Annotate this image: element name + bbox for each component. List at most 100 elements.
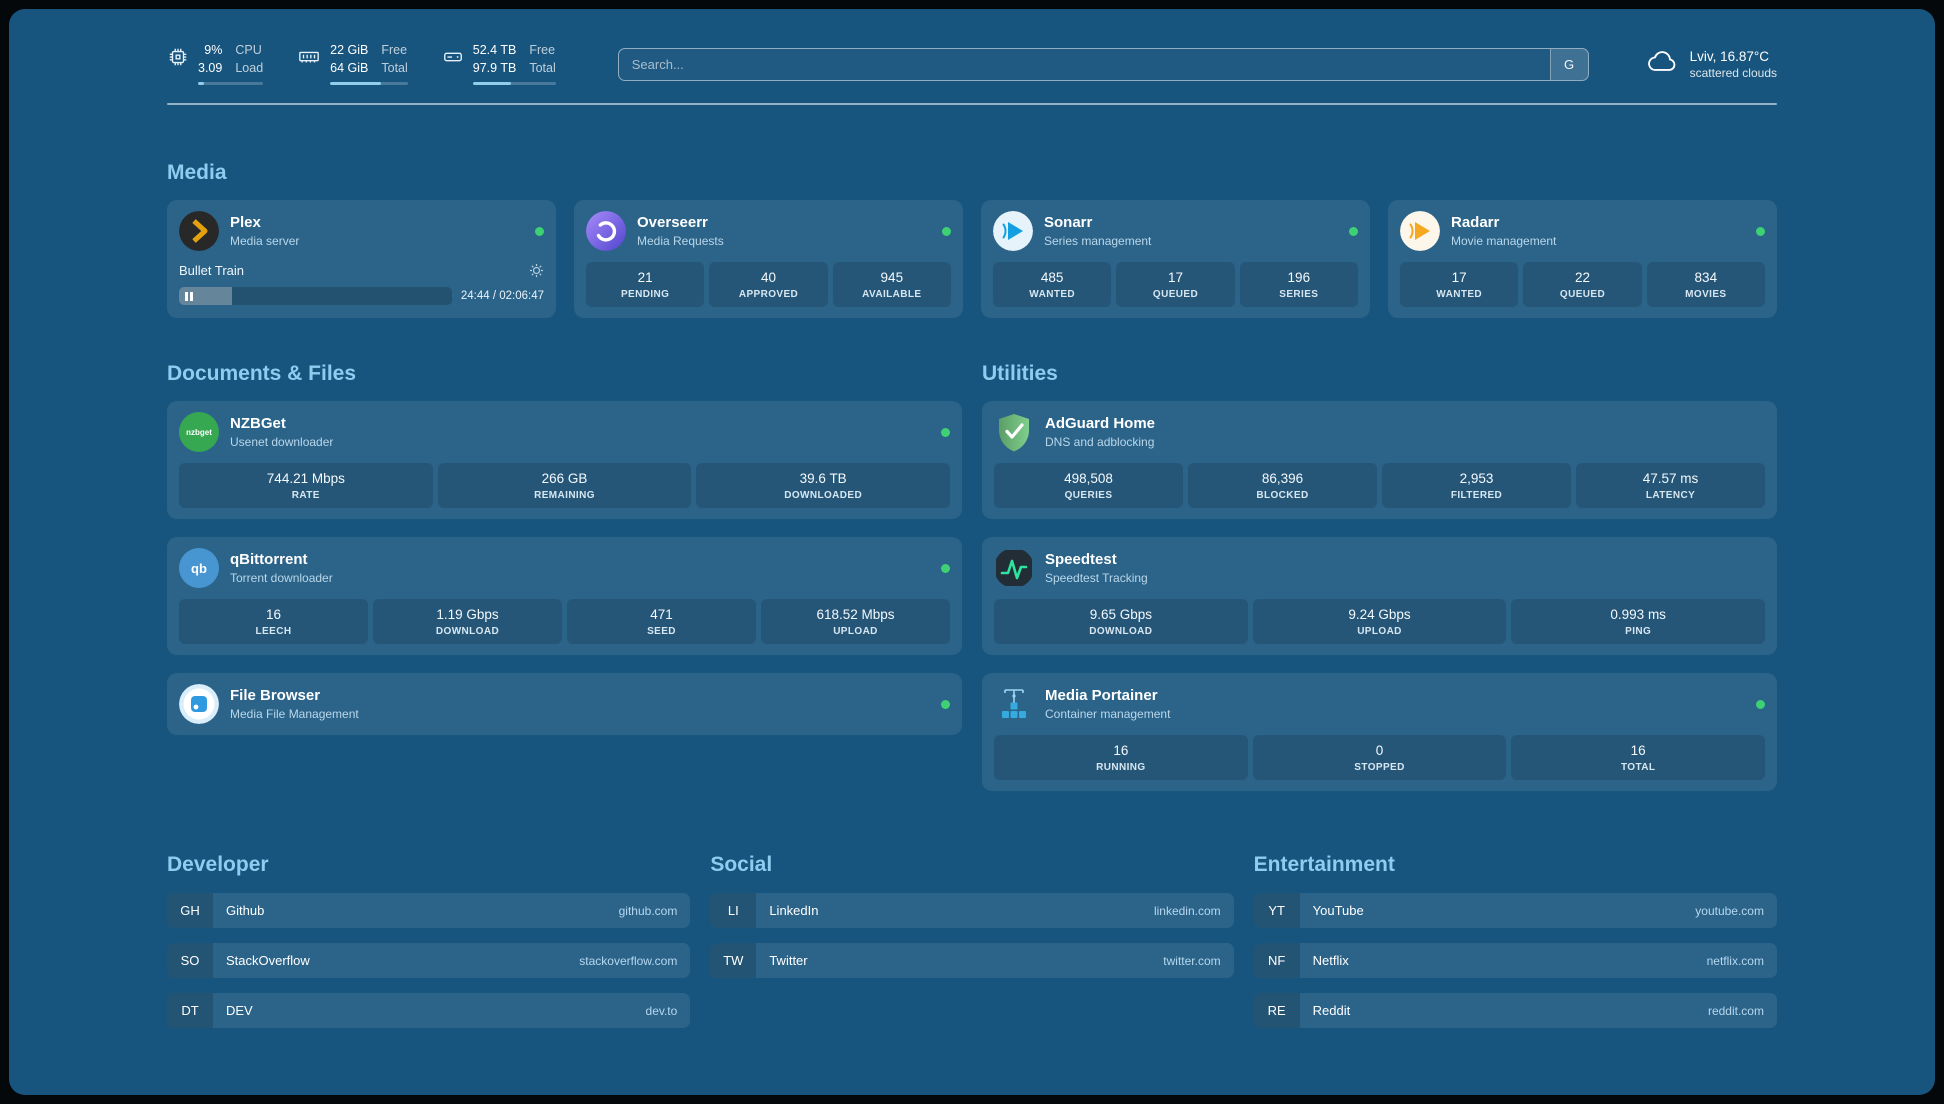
status-dot bbox=[1349, 226, 1358, 236]
status-dot bbox=[1756, 699, 1765, 709]
memory-progress-track bbox=[330, 82, 408, 85]
weather-widget[interactable]: Lviv, 16.87°C scattered clouds bbox=[1647, 49, 1777, 80]
stat-tile: 16 TOTAL bbox=[1511, 735, 1766, 780]
bookmark-reddit[interactable]: RE Reddit reddit.com bbox=[1253, 993, 1777, 1028]
cpu-widget: 9% 3.09 CPU Load bbox=[167, 43, 264, 85]
filebrowser-card: File Browser Media File Management bbox=[167, 673, 962, 735]
service-name: NZBGet bbox=[230, 415, 286, 432]
pause-icon[interactable] bbox=[185, 287, 193, 305]
filebrowser-icon bbox=[179, 684, 219, 724]
playback-time: 24:44 / 02:06:47 bbox=[460, 290, 544, 302]
bookmark-domain: stackoverflow.com bbox=[579, 953, 678, 968]
bookmark-name: Netflix bbox=[1312, 953, 1349, 968]
bookmark-abbr: NF bbox=[1253, 943, 1300, 978]
disk-free-value: 52.4 TB bbox=[472, 43, 517, 57]
stat-tile: 9.65 Gbps DOWNLOAD bbox=[994, 599, 1248, 644]
now-playing-title: Bullet Train bbox=[179, 263, 245, 278]
cloud-icon bbox=[1647, 50, 1679, 78]
bookmark-name: DEV bbox=[226, 1003, 253, 1018]
search-input[interactable] bbox=[618, 48, 1550, 80]
qbittorrent-card: qb qBittorrent Torrent downloader 16 LEE… bbox=[167, 537, 962, 655]
overseerr-link[interactable]: Overseerr Media Requests bbox=[586, 211, 951, 251]
bookmark-youtube[interactable]: YT YouTube youtube.com bbox=[1253, 893, 1777, 928]
disk-widget-body: 52.4 TB 97.9 TB Free Total bbox=[472, 43, 556, 85]
bookmark-abbr: GH bbox=[167, 893, 213, 928]
playback-row: 24:44 / 02:06:47 bbox=[179, 287, 544, 305]
plex-link[interactable]: Plex Media server bbox=[179, 211, 544, 251]
sonarr-link[interactable]: Sonarr Series management bbox=[993, 211, 1358, 251]
media-grid: Plex Media server Bullet Train bbox=[167, 200, 1777, 318]
service-name: AdGuard Home bbox=[1045, 415, 1156, 432]
service-name: Media Portainer bbox=[1045, 687, 1158, 704]
stat-tile: 618.52 Mbps UPLOAD bbox=[761, 599, 950, 644]
nzbget-card: nzbget NZBGet Usenet downloader 744.21 M… bbox=[167, 401, 962, 519]
status-dot bbox=[941, 427, 950, 437]
service-subtitle: Media server bbox=[230, 234, 300, 248]
speedtest-icon bbox=[994, 548, 1034, 588]
stat-tile: 266 GB REMAINING bbox=[437, 463, 692, 508]
bookmark-abbr: TW bbox=[710, 943, 757, 978]
speedtest-link[interactable]: Speedtest Speedtest Tracking bbox=[994, 548, 1765, 588]
dashboard-content: 9% 3.09 CPU Load bbox=[9, 9, 1935, 1095]
bookmark-name: Twitter bbox=[769, 953, 808, 968]
bookmark-group-entertainment: Entertainment YT YouTube youtube.com NF … bbox=[1253, 853, 1777, 1028]
bookmark-group-social: Social LI LinkedIn linkedin.com TW Twitt… bbox=[710, 853, 1234, 1028]
topbar: 9% 3.09 CPU Load bbox=[167, 43, 1777, 85]
bookmark-twitter[interactable]: TW Twitter twitter.com bbox=[710, 943, 1234, 978]
stat-tile: 16 LEECH bbox=[179, 599, 368, 644]
disk-progress-track bbox=[472, 82, 556, 85]
radarr-link[interactable]: Radarr Movie management bbox=[1400, 211, 1765, 251]
service-subtitle: Series management bbox=[1044, 234, 1152, 248]
search-provider-button[interactable]: G bbox=[1549, 48, 1588, 80]
search-bar: G bbox=[617, 47, 1589, 81]
gear-icon[interactable] bbox=[529, 263, 544, 278]
stats-row: 485 WANTED 17 QUEUED 196 SERIES bbox=[993, 251, 1358, 307]
adguard-card: AdGuard Home DNS and adblocking 498,508 … bbox=[982, 401, 1777, 519]
adguard-link[interactable]: AdGuard Home DNS and adblocking bbox=[994, 412, 1765, 452]
bookmark-linkedin[interactable]: LI LinkedIn linkedin.com bbox=[710, 893, 1234, 928]
radarr-card: Radarr Movie management 17 WANTED 22 QUE… bbox=[1388, 200, 1777, 318]
memory-total-value: 64 GiB bbox=[330, 61, 369, 75]
bookmark-abbr: YT bbox=[1253, 893, 1300, 928]
portainer-link[interactable]: Media Portainer Container management bbox=[994, 684, 1765, 724]
bookmark-abbr: RE bbox=[1253, 993, 1300, 1028]
bookmark-name: LinkedIn bbox=[769, 903, 819, 918]
section-title-utilities: Utilities bbox=[982, 362, 1058, 385]
bookmark-abbr: LI bbox=[710, 893, 757, 928]
bookmarks-grid: Developer GH Github github.com SO StackO… bbox=[167, 853, 1777, 1028]
service-subtitle: DNS and adblocking bbox=[1045, 435, 1155, 449]
qbittorrent-link[interactable]: qb qBittorrent Torrent downloader bbox=[179, 548, 950, 588]
nzbget-link[interactable]: nzbget NZBGet Usenet downloader bbox=[179, 412, 950, 452]
status-dot bbox=[941, 699, 950, 709]
bookmark-abbr: DT bbox=[167, 993, 213, 1028]
bookmark-dev[interactable]: DT DEV dev.to bbox=[167, 993, 691, 1028]
weather-location: Lviv, 16.87°C bbox=[1689, 48, 1770, 64]
stat-tile: 16 RUNNING bbox=[994, 735, 1248, 780]
memory-free-value: 22 GiB bbox=[330, 43, 369, 57]
bookmark-group-developer: Developer GH Github github.com SO StackO… bbox=[167, 853, 691, 1028]
bookmark-domain: netflix.com bbox=[1706, 953, 1764, 968]
bookmark-name: Github bbox=[226, 903, 265, 918]
cpu-usage-value: 9% bbox=[204, 43, 223, 57]
disk-progress-fill bbox=[472, 82, 511, 85]
disk-widget: 52.4 TB 97.9 TB Free Total bbox=[442, 43, 556, 85]
bookmark-stackoverflow[interactable]: SO StackOverflow stackoverflow.com bbox=[167, 943, 691, 978]
bookmark-netflix[interactable]: NF Netflix netflix.com bbox=[1253, 943, 1777, 978]
stats-row: 16 LEECH 1.19 Gbps DOWNLOAD 471 SEED 6 bbox=[179, 588, 950, 644]
sonarr-card: Sonarr Series management 485 WANTED 17 Q… bbox=[981, 200, 1370, 318]
stat-tile: 22 QUEUED bbox=[1523, 262, 1642, 307]
memory-free-label: Free bbox=[381, 43, 408, 57]
now-playing-row: Bullet Train bbox=[179, 263, 544, 278]
filebrowser-link[interactable]: File Browser Media File Management bbox=[179, 684, 950, 724]
plex-card: Plex Media server Bullet Train bbox=[167, 200, 556, 318]
bookmark-github[interactable]: GH Github github.com bbox=[167, 893, 691, 928]
stat-tile: 39.6 TB DOWNLOADED bbox=[696, 463, 951, 508]
weather-condition: scattered clouds bbox=[1689, 65, 1777, 80]
memory-widget: 22 GiB 64 GiB Free Total bbox=[297, 43, 408, 85]
bookmark-domain: reddit.com bbox=[1707, 1003, 1764, 1018]
stat-tile: 86,396 BLOCKED bbox=[1188, 463, 1377, 508]
qbittorrent-icon: qb bbox=[179, 548, 219, 588]
nzbget-icon: nzbget bbox=[179, 412, 219, 452]
service-subtitle: Container management bbox=[1045, 707, 1171, 721]
section-title-entertainment: Entertainment bbox=[1253, 853, 1395, 876]
